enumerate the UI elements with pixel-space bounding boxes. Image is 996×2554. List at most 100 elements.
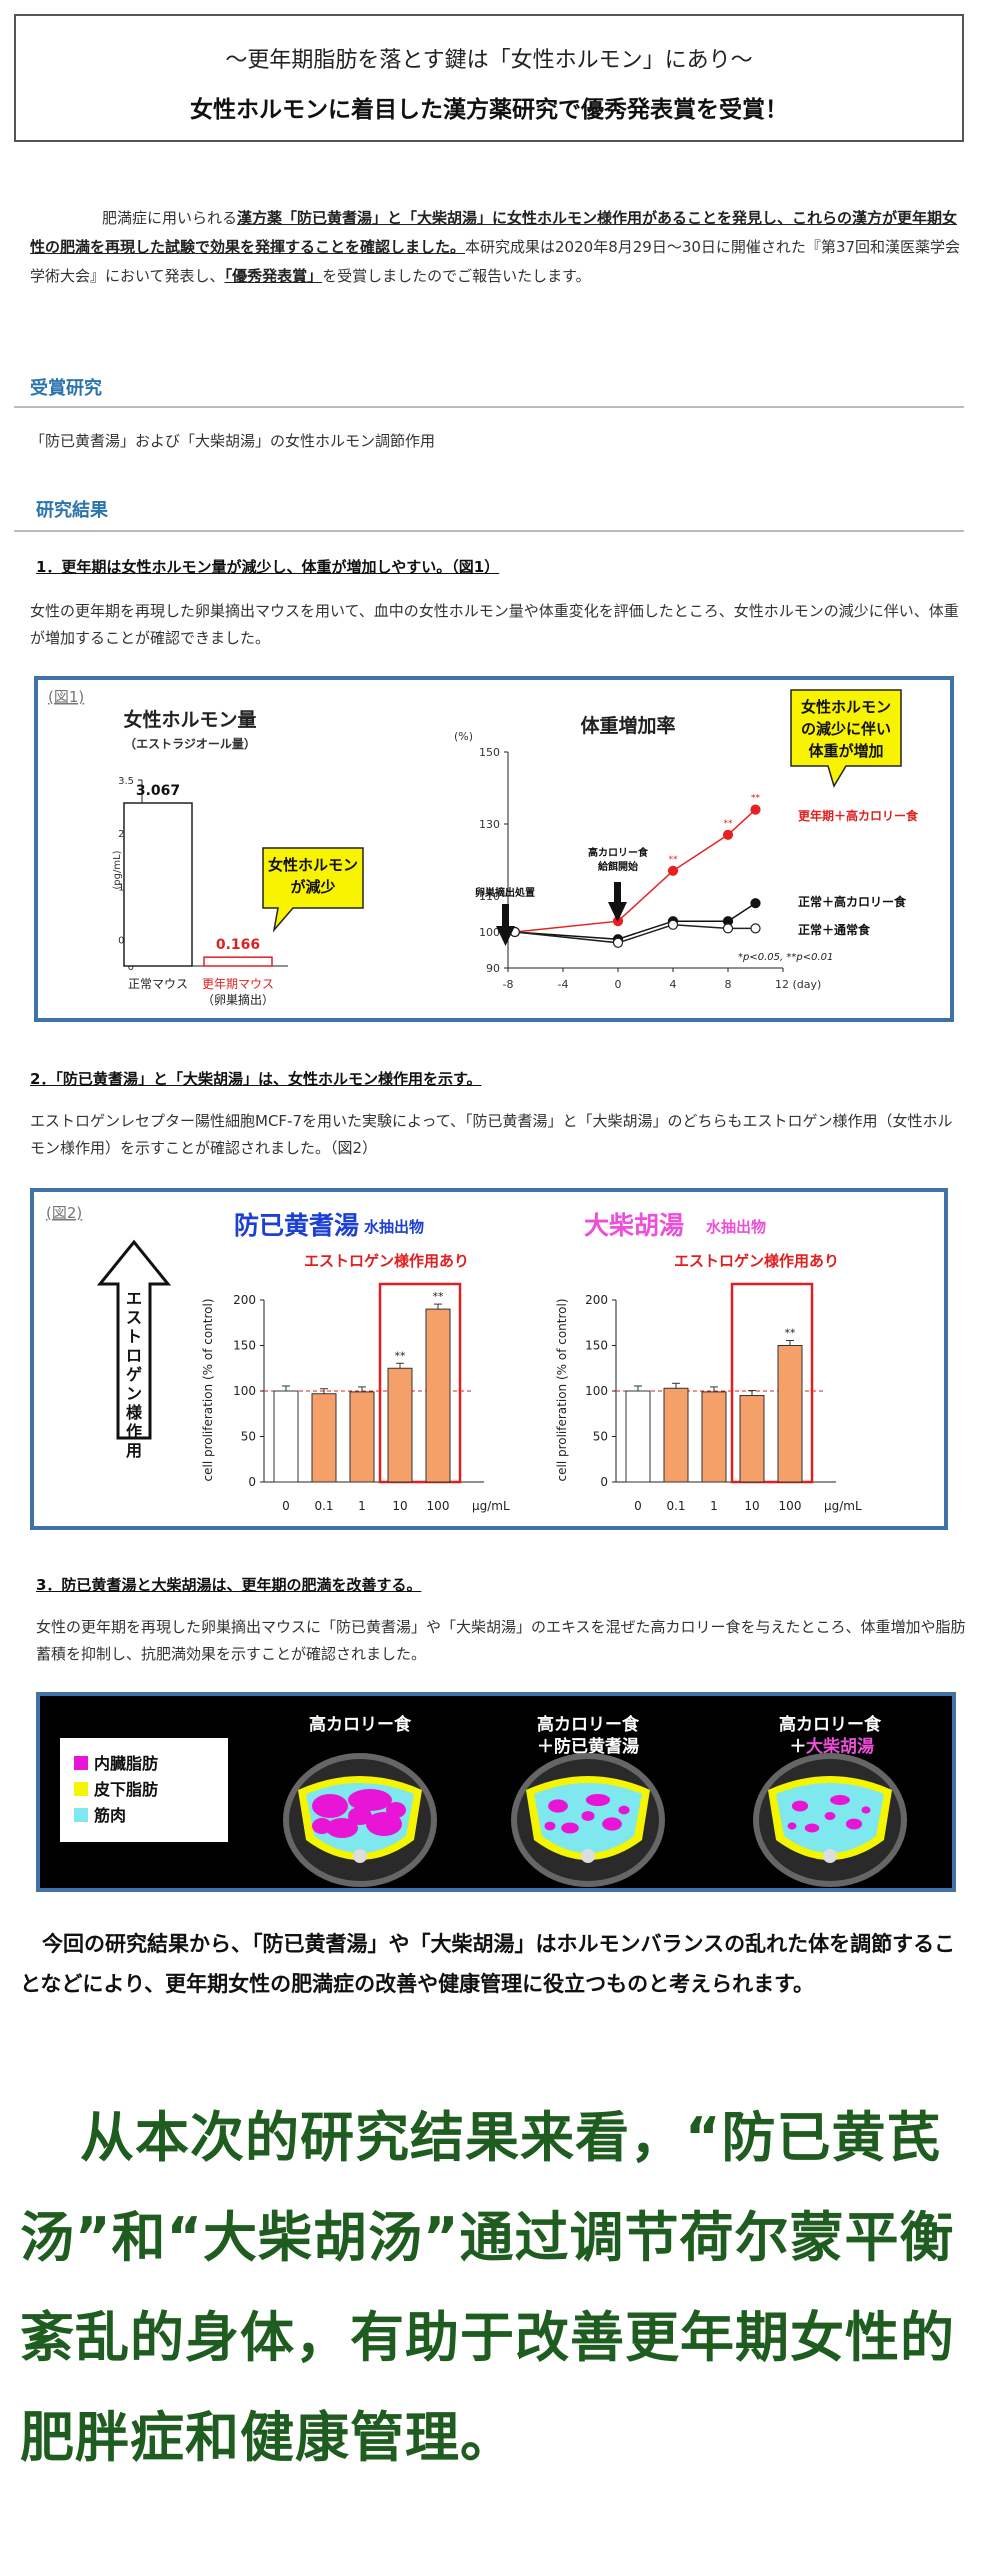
weight-callout-line-1: 女性ホルモン <box>801 698 891 716</box>
title-box: 〜更年期脂肪を落とす鍵は「女性ホルモン」にあり〜 女性ホルモンに着目した漢方薬研… <box>14 14 964 142</box>
weight-y-tick-label: 130 <box>479 818 500 831</box>
estrogen-arrow-char: 様 <box>126 1403 143 1422</box>
weight-y-tick-label: 90 <box>486 962 500 975</box>
figure-3-svg: 内臓脂肪 皮下脂肪 筋肉 高カロリー食 高カロリー食 ＋防已黄耆湯 高カロリー食… <box>40 1696 952 1888</box>
ct-visceral-fat <box>386 1802 406 1818</box>
panel-1-ylabel: cell proliferation (% of control) <box>201 1298 215 1481</box>
award-heading: 受賞研究 <box>30 378 102 399</box>
weight-chart-yunit: (%) <box>454 730 473 743</box>
hormone-chart-title: 女性ホルモン量 <box>123 708 256 731</box>
figure-1-tag: (図1) <box>48 688 84 706</box>
prolif-significance-mark: ** <box>785 1327 797 1340</box>
intro-text-1: 肥満症に用いられる <box>102 209 238 227</box>
conclusion-paragraph: 今回の研究結果から、「防已黄耆湯」や「大柴胡湯」はホルモンバランスの乱れた体を調… <box>20 1924 970 2004</box>
surgery-arrow <box>496 904 515 946</box>
prolif-bar <box>625 1390 651 1483</box>
weight-y-tick-label: 110 <box>479 890 500 903</box>
weight-chart-title: 体重増加率 <box>580 714 675 737</box>
ct-panel-2-label-2: ＋防已黄耆湯 <box>537 1736 639 1757</box>
prolif-y-tick-label: 50 <box>241 1430 256 1444</box>
intro-paragraph: 肥満症に用いられる漢方薬「防已黄耆湯」と「大柴胡湯」に女性ホルモン様作用があるこ… <box>30 204 965 291</box>
hormone-bar <box>123 802 193 967</box>
ct-visceral-fat <box>830 1795 850 1805</box>
weight-x-tick-label: -4 <box>558 978 569 991</box>
panel-2-name: 大柴胡湯 <box>584 1211 684 1240</box>
ct-visceral-fat <box>348 1807 372 1825</box>
hormone-bar-value: 0.166 <box>216 937 260 953</box>
weight-callout-line-2: の減少に伴い <box>801 720 891 738</box>
legend-subcutaneous: 皮下脂肪 <box>93 1780 158 1799</box>
weight-series-point <box>750 923 761 934</box>
prolif-bar <box>663 1387 689 1483</box>
prolif-y-tick-label: 50 <box>593 1430 608 1444</box>
figure-3: 内臓脂肪 皮下脂肪 筋肉 高カロリー食 高カロリー食 ＋防已黄耆湯 高カロリー食… <box>36 1692 956 1892</box>
hormone-chart-category-1: 正常マウス <box>128 977 188 991</box>
prolif-bar <box>311 1393 337 1483</box>
ct-panel-3-label-2: ＋ <box>790 1737 807 1757</box>
weight-x-tick-label: 4 <box>670 978 677 991</box>
chinese-caption-text: 从本次的研究结果来看，“防已黄芪汤”和“大柴胡汤”通过调节荷尔蒙平衡紊乱的身体，… <box>20 2106 955 2469</box>
ct-visceral-fat <box>804 1823 820 1833</box>
prolif-y-tick-label: 100 <box>585 1384 608 1398</box>
ct-visceral-fat <box>602 1817 622 1831</box>
ct-scans <box>283 1753 907 1887</box>
title-main: 女性ホルモンに着目した漢方薬研究で優秀発表賞を受賞！ <box>190 97 788 123</box>
ct-spine <box>823 1849 837 1863</box>
ct-spine <box>353 1849 367 1863</box>
diet-arrow-label-1: 高カロリー食 <box>588 846 649 859</box>
intro-text-2: 本研究成果は2020年8月29日〜30日に開催された『第37回和漢医薬学会学術大… <box>30 238 960 285</box>
estrogen-arrow-char: ン <box>126 1384 142 1403</box>
panel-2-extract: 水抽出物 <box>706 1218 766 1236</box>
prolif-highlight-box <box>378 1282 462 1484</box>
intro-bold-2: 「優秀発表賞」 <box>224 267 323 285</box>
award-text: 「防已黄耆湯」および「大柴胡湯」の女性ホルモン調節作用 <box>30 432 436 450</box>
prolif-bar <box>701 1391 727 1483</box>
estrogen-arrow-char: ト <box>126 1327 142 1346</box>
prolif-significance-mark: ** <box>433 1290 445 1303</box>
legend-visceral: 内臓脂肪 <box>94 1754 158 1773</box>
panel-1-effect: エストロゲン様作用あり <box>304 1252 469 1270</box>
prolif-x-tick-label: 10 <box>744 1499 759 1513</box>
weight-significance-mark: ** <box>669 855 679 865</box>
figure-2: (図2) エストロゲン様作用 防已黄耆湯 水抽出物 エストロゲン様作用あり 大柴… <box>30 1188 948 1530</box>
significance-note: *p<0.05, **p<0.01 <box>738 952 833 963</box>
hormone-chart-bars: 3.067 0.166 <box>123 783 273 967</box>
prolif-y-tick-label: 150 <box>585 1339 608 1353</box>
ct-visceral-fat <box>548 1799 568 1813</box>
estrogen-arrow-char: エ <box>126 1289 142 1308</box>
hormone-callout-line-2: が減少 <box>290 878 335 896</box>
prolif-x-tick-label: 0 <box>282 1499 290 1513</box>
ct-visceral-fat <box>824 1811 836 1821</box>
ct-visceral-fat <box>366 1812 402 1836</box>
weight-callout: 女性ホルモン の減少に伴い 体重が増加 <box>790 689 902 788</box>
weight-series-point <box>750 804 761 815</box>
weight-series-point <box>612 937 624 948</box>
ct-visceral-fat <box>791 1800 809 1812</box>
section-2-title: 2．「防已黄耆湯」と「大柴胡湯」は、女性ホルモン様作用を示す。 <box>30 1070 482 1088</box>
hormone-chart-ylabel: (pg/mL) <box>112 850 123 889</box>
prolif-x-tick-label: 100 <box>779 1499 802 1513</box>
prolif-bar <box>349 1391 375 1483</box>
diet-arrow <box>608 882 627 922</box>
ct-visceral-fat <box>544 1821 556 1831</box>
panel-2-effect: エストロゲン様作用あり <box>674 1252 839 1270</box>
weight-x-tick-label: 12 (day) <box>775 978 821 991</box>
prolif-x-tick-label: 100 <box>427 1499 450 1513</box>
prolif-x-tick-label: 0 <box>634 1499 642 1513</box>
prolif-y-tick-label: 0 <box>248 1475 256 1489</box>
prolif-x-tick-label: 1 <box>358 1499 366 1513</box>
hormone-bar-value: 3.067 <box>136 783 180 799</box>
panel-1-xunit: μg/mL <box>472 1499 510 1513</box>
prolif-y-tick-label: 200 <box>585 1293 608 1307</box>
weight-series-point <box>667 919 679 930</box>
prolif-x-tick-label: 10 <box>392 1499 407 1513</box>
ct-visceral-fat <box>348 1789 392 1811</box>
figure-2-svg: (図2) エストロゲン様作用 防已黄耆湯 水抽出物 エストロゲン様作用あり 大柴… <box>46 1204 862 1513</box>
surgery-arrow-label: 卵巣摘出処置 <box>475 886 535 899</box>
estrogen-arrow-char: 作 <box>126 1422 142 1441</box>
section-1-text: 女性の更年期を再現した卵巣摘出マウスを用いて、血中の女性ホルモン量や体重変化を評… <box>30 602 959 647</box>
weight-series-point <box>722 829 734 840</box>
ct-visceral-fat <box>326 1818 358 1838</box>
weight-x-tick-label: 8 <box>725 978 732 991</box>
weight-series-point <box>750 898 761 909</box>
